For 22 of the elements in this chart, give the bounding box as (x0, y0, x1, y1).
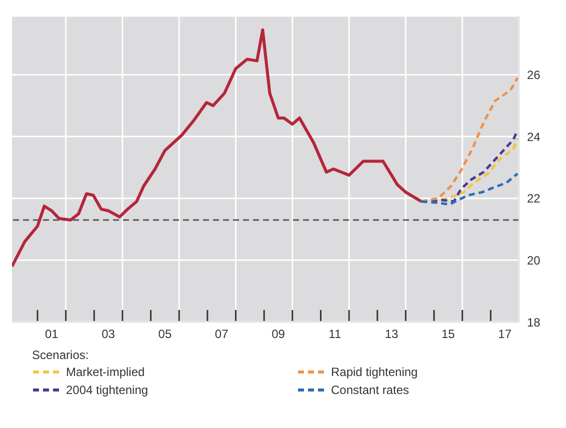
y-tick-label: 24 (527, 130, 541, 144)
x-tick-label: 09 (272, 327, 286, 341)
x-tick-label: 15 (442, 327, 456, 341)
legend-label: Market-implied (66, 365, 145, 379)
x-tick-label: 11 (328, 327, 342, 341)
y-tick-label: 22 (527, 192, 541, 206)
legend-title: Scenarios: (32, 348, 90, 362)
legend-label: 2004 tightening (66, 383, 148, 397)
line-series (12, 28, 423, 268)
x-tick-label: 01 (44, 327, 59, 341)
x-tick-label: 17 (498, 327, 512, 341)
x-tick-label: 03 (102, 327, 116, 341)
x-tick-label: 07 (214, 327, 229, 341)
legend-label: Rapid tightening (331, 365, 418, 379)
legend-label: Constant rates (331, 383, 410, 397)
x-tick-label: 13 (384, 327, 399, 341)
y-tick-label: 20 (527, 253, 541, 268)
line-series (420, 172, 519, 206)
line-series (420, 76, 519, 203)
y-tick-label: 26 (527, 68, 541, 82)
y-tick-label: 18 (527, 315, 541, 330)
x-tick-label: 05 (158, 327, 172, 341)
